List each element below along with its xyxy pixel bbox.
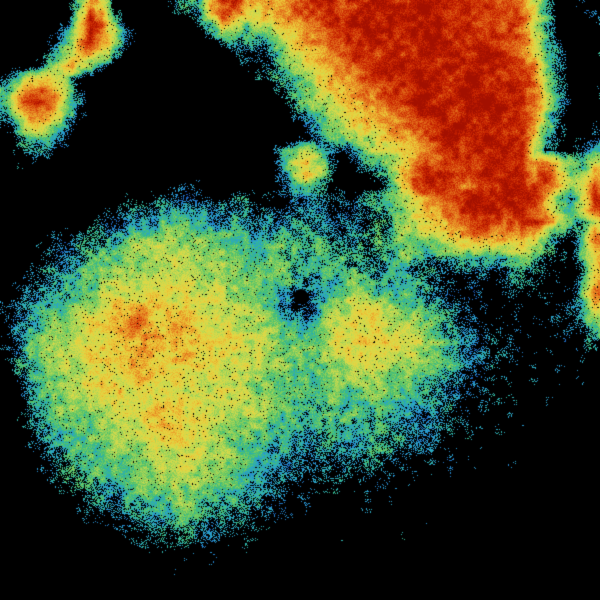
radar-display	[0, 0, 600, 600]
radar-heatmap-canvas	[0, 0, 600, 600]
